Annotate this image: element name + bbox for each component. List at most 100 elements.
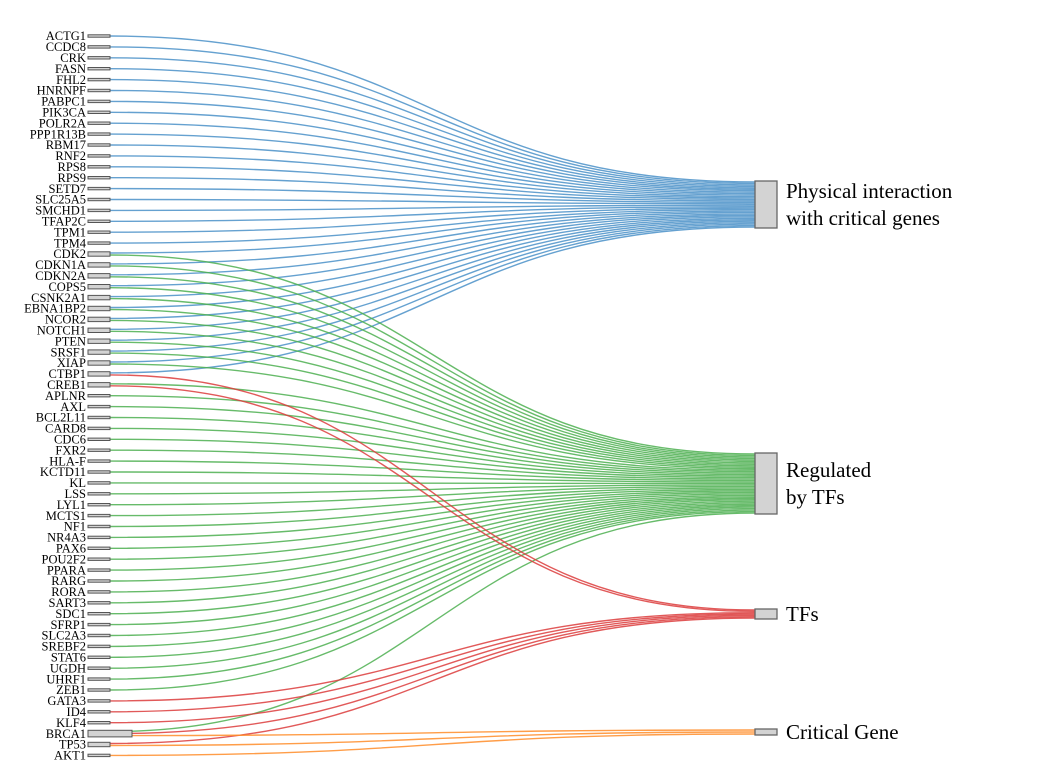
- source-node-kl[interactable]: [87, 481, 111, 485]
- source-node-tpm4[interactable]: [87, 241, 111, 245]
- source-node-lyl1[interactable]: [87, 503, 111, 507]
- link-id4-to-tfs: [109, 613, 756, 713]
- source-node-card8[interactable]: [87, 426, 111, 431]
- source-node-setd7[interactable]: [87, 186, 111, 191]
- source-node-nf1[interactable]: [87, 524, 111, 529]
- source-node-ctbp1[interactable]: [87, 371, 111, 377]
- source-node-axl[interactable]: [87, 404, 111, 409]
- source-label-rora: RORA: [51, 585, 86, 599]
- source-label-rbm17: RBM17: [46, 138, 86, 152]
- source-label-slc2a3: SLC2A3: [42, 629, 86, 643]
- source-node-polr2a[interactable]: [87, 121, 111, 125]
- source-node-klf4[interactable]: [87, 721, 111, 725]
- source-node-gata3[interactable]: [87, 699, 111, 703]
- source-node-rnf2[interactable]: [87, 154, 111, 158]
- source-node-pabpc1[interactable]: [87, 99, 111, 104]
- target-nodes-layer: Physical interaction with critical genes R…: [754, 179, 953, 744]
- source-node-rbm17[interactable]: [87, 143, 111, 147]
- source-node-notch1[interactable]: [87, 327, 111, 334]
- source-node-rarg[interactable]: [87, 579, 111, 583]
- link-tpm1-to-physical-interaction-with-critical-genes: [109, 207, 756, 233]
- source-node-fxr2[interactable]: [87, 448, 111, 452]
- source-node-ccdc8[interactable]: [87, 45, 111, 49]
- link-ncor2-to-physical-interaction-with-critical-genes: [109, 219, 756, 320]
- source-node-cdk2[interactable]: [87, 251, 111, 257]
- source-node-cdc6[interactable]: [87, 437, 111, 442]
- source-label-mcts1: MCTS1: [46, 509, 86, 523]
- link-kl-to-regulated-by-tfs: [109, 482, 756, 485]
- source-label-kctd11: KCTD11: [40, 465, 86, 479]
- link-cdkn2a-to-physical-interaction-with-critical-genes: [109, 213, 756, 276]
- source-node-slc25a5[interactable]: [87, 197, 111, 202]
- target-node-regulated-by-tfs[interactable]: [754, 452, 778, 515]
- source-node-brca1[interactable]: [87, 729, 133, 738]
- source-node-sfrp1[interactable]: [87, 622, 111, 627]
- source-node-uhrf1[interactable]: [87, 677, 111, 681]
- source-node-smchd1[interactable]: [87, 208, 111, 213]
- source-node-tp53[interactable]: [87, 741, 111, 748]
- source-node-cdkn1a[interactable]: [87, 262, 111, 268]
- source-node-hnrnpf[interactable]: [87, 88, 111, 93]
- source-label-csnk2a1: CSNK2A1: [31, 291, 86, 305]
- target-node-critical-gene[interactable]: [754, 728, 778, 736]
- source-node-aplnr[interactable]: [87, 394, 111, 398]
- source-label-nf1: NF1: [64, 520, 86, 534]
- link-crk-to-physical-interaction-with-critical-genes: [109, 57, 756, 186]
- source-node-bcl2l11[interactable]: [87, 415, 111, 420]
- source-node-csnk2a1[interactable]: [87, 294, 111, 301]
- source-node-ugdh[interactable]: [87, 666, 111, 670]
- target-label-regulated-by-tfs-line-1: Regulated: [786, 458, 872, 482]
- source-node-fasn[interactable]: [87, 67, 111, 71]
- source-node-rps9[interactable]: [87, 176, 111, 180]
- source-node-pten[interactable]: [87, 338, 111, 344]
- link-sdc1-to-regulated-by-tfs: [109, 500, 756, 615]
- source-node-srebf2[interactable]: [87, 644, 111, 649]
- source-node-ncor2[interactable]: [87, 316, 111, 323]
- link-cdk2-to-regulated-by-tfs: [109, 254, 756, 455]
- source-node-lss[interactable]: [87, 492, 111, 496]
- source-node-mcts1[interactable]: [87, 513, 111, 518]
- target-label-critical-gene-line-1: Critical Gene: [786, 720, 899, 744]
- source-node-xiap[interactable]: [87, 360, 111, 366]
- source-label-creb1: CREB1: [47, 378, 86, 392]
- source-node-akt1[interactable]: [87, 753, 111, 758]
- source-node-sart3[interactable]: [87, 601, 111, 605]
- source-node-actg1[interactable]: [87, 34, 111, 38]
- source-node-ppp1r13b[interactable]: [87, 132, 111, 136]
- source-node-slc2a3[interactable]: [87, 633, 111, 638]
- source-node-fhl2[interactable]: [87, 77, 111, 82]
- target-node-tfs[interactable]: [754, 608, 778, 620]
- source-node-srsf1[interactable]: [87, 349, 111, 355]
- source-node-pou2f2[interactable]: [87, 557, 111, 561]
- source-node-hla-f[interactable]: [87, 459, 111, 463]
- link-smchd1-to-physical-interaction-with-critical-genes: [109, 204, 756, 212]
- source-label-fhl2: FHL2: [56, 73, 86, 87]
- source-node-cdkn2a[interactable]: [87, 273, 111, 279]
- source-node-zeb1[interactable]: [87, 688, 111, 692]
- link-ctbp1-to-physical-interaction-with-critical-genes: [109, 226, 756, 374]
- source-node-rora[interactable]: [87, 590, 111, 594]
- source-node-crk[interactable]: [87, 56, 111, 60]
- source-node-rps8[interactable]: [87, 165, 111, 169]
- source-node-tfap2c[interactable]: [87, 219, 111, 224]
- source-node-kctd11[interactable]: [87, 470, 111, 474]
- source-node-id4[interactable]: [87, 710, 111, 714]
- source-node-sdc1[interactable]: [87, 612, 111, 616]
- link-notch1-to-regulated-by-tfs: [109, 330, 756, 466]
- source-node-cops5[interactable]: [87, 284, 111, 290]
- link-hla-f-to-regulated-by-tfs: [109, 460, 756, 482]
- source-node-stat6[interactable]: [87, 655, 111, 659]
- source-node-tpm1[interactable]: [87, 230, 111, 234]
- source-node-nr4a3[interactable]: [87, 535, 111, 540]
- link-slc25a5-to-physical-interaction-with-critical-genes: [109, 198, 756, 205]
- source-label-cops5: COPS5: [48, 280, 86, 294]
- source-node-pax6[interactable]: [87, 546, 111, 550]
- source-label-rps9: RPS9: [58, 171, 87, 185]
- link-cdk2-to-physical-interaction-with-critical-genes: [109, 210, 756, 254]
- source-node-ebna1bp2[interactable]: [87, 305, 111, 312]
- target-node-physical-interaction-with-critical-genes[interactable]: [754, 180, 778, 229]
- source-node-creb1[interactable]: [87, 382, 111, 388]
- source-node-pik3ca[interactable]: [87, 110, 111, 114]
- link-brca1-to-critical-gene: [109, 729, 756, 737]
- source-node-ppara[interactable]: [87, 568, 111, 572]
